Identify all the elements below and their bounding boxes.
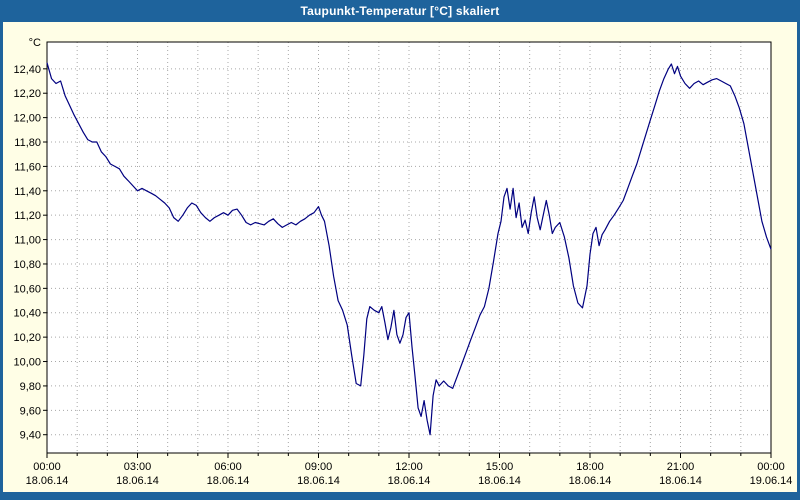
x-tick-date-label: 18.06.14 bbox=[26, 475, 69, 487]
dewpoint-line-chart: °C 12,40 12,20 12,00 11,80 11,60 11,40 11,20 11,… bbox=[13, 37, 793, 487]
y-tick-label: 11,00 bbox=[14, 235, 41, 247]
x-tick-date-label: 18.06.14 bbox=[388, 475, 431, 487]
y-tick-label: 12,00 bbox=[13, 113, 41, 125]
y-tick-label: 12,20 bbox=[13, 88, 41, 100]
y-axis-unit-label: °C bbox=[29, 37, 41, 49]
dewpoint-series-line bbox=[46, 62, 772, 436]
x-tick-time-label: 15:00 bbox=[486, 461, 514, 473]
y-tick-label: 10,80 bbox=[13, 259, 41, 271]
y-tick-label: 10,60 bbox=[13, 283, 41, 295]
x-tick-time-label: 00:00 bbox=[757, 461, 785, 473]
x-tick-date-label: 18.06.14 bbox=[297, 475, 340, 487]
x-tick-time-label: 18:00 bbox=[576, 461, 604, 473]
x-tick-date-label: 18.06.14 bbox=[569, 475, 612, 487]
x-tick-time-label: 00:00 bbox=[33, 461, 61, 473]
y-tick-label: 11,60 bbox=[14, 161, 41, 173]
y-tick-label: 11,20 bbox=[14, 210, 41, 222]
x-tick-time-label: 09:00 bbox=[305, 461, 333, 473]
x-tick-time-label: 06:00 bbox=[214, 461, 242, 473]
x-tick-date-label: 18.06.14 bbox=[116, 475, 159, 487]
y-tick-label: 10,40 bbox=[13, 308, 41, 320]
chart-area: °C 12,40 12,20 12,00 11,80 11,60 11,40 11,20 11,… bbox=[3, 22, 797, 492]
plot-background bbox=[47, 42, 771, 453]
x-tick-time-label: 21:00 bbox=[667, 461, 695, 473]
x-tick-date-label: 18.06.14 bbox=[659, 475, 702, 487]
y-tick-label: 10,20 bbox=[13, 332, 41, 344]
y-tick-label: 9,60 bbox=[20, 405, 41, 417]
x-tick-date-label: 18.06.14 bbox=[207, 475, 250, 487]
x-tick-time-label: 12:00 bbox=[395, 461, 423, 473]
x-tick-time-label: 03:00 bbox=[124, 461, 152, 473]
y-tick-label: 11,40 bbox=[14, 186, 41, 198]
y-tick-label: 9,40 bbox=[20, 430, 41, 442]
window-title: Taupunkt-Temperatur [°C] skaliert bbox=[3, 0, 797, 22]
x-tick-date-label: 19.06.14 bbox=[750, 475, 793, 487]
y-tick-label: 12,40 bbox=[13, 64, 41, 76]
y-tick-label: 11,80 bbox=[14, 137, 41, 149]
y-tick-label: 9,80 bbox=[20, 381, 41, 393]
y-tick-label: 10,00 bbox=[13, 357, 41, 369]
x-tick-date-label: 18.06.14 bbox=[478, 475, 521, 487]
